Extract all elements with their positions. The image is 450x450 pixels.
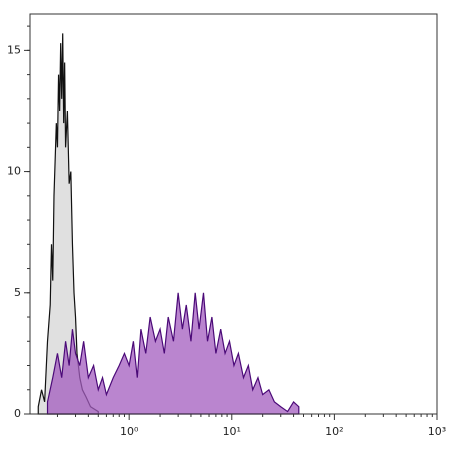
x-tick-label: 10¹ [223, 425, 241, 438]
histogram [46, 292, 300, 415]
plot-frame [29, 13, 438, 415]
x-tick-label: 10² [325, 425, 343, 438]
x-tick-label: 10³ [428, 425, 446, 438]
y-tick-label: 10 [7, 165, 21, 178]
y-tick-label: 0 [14, 407, 21, 420]
x-tick-label: 10⁰ [120, 425, 139, 438]
y-tick-label: 15 [7, 43, 21, 56]
y-tick-label: 5 [14, 286, 21, 299]
